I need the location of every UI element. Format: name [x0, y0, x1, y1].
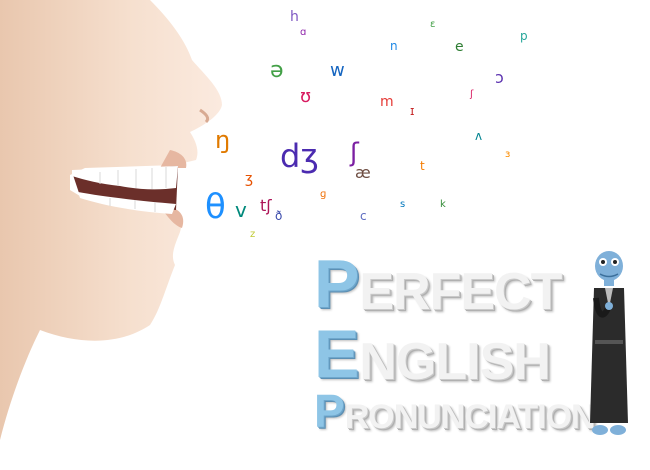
phonetic-symbol: n — [390, 39, 398, 53]
phonetic-symbol: tʃ — [260, 196, 272, 215]
logo-line-3: P RONUNCIATION — [314, 385, 596, 437]
phonetic-symbol: c — [360, 209, 367, 223]
phonetic-symbol: ɑ — [300, 27, 307, 38]
phonetic-symbol: s — [400, 199, 406, 210]
phonetic-symbol: θ — [205, 187, 226, 227]
phonetic-symbol: ŋ — [215, 126, 231, 154]
phonetic-symbol: e — [455, 39, 464, 55]
phonetic-symbol: æ — [355, 163, 371, 182]
phonetic-symbol: ʊ — [300, 86, 312, 107]
logo-line-2-initial: E — [314, 316, 360, 392]
logo-line-1-initial: P — [314, 246, 360, 322]
phonetic-symbol: p — [520, 29, 528, 43]
phonetic-symbol: dʒ — [280, 137, 319, 175]
phonetic-symbol: t — [420, 159, 425, 173]
phonetic-symbol: ɔ — [495, 68, 504, 87]
logo-line-2-rest: NGLISH — [359, 333, 550, 391]
phonetic-symbol: ɛ — [430, 19, 436, 30]
phonetic-symbol: ɡ — [320, 189, 327, 200]
phonetic-symbol: ɜ — [505, 149, 511, 160]
logo-line-1-rest: ERFECT — [359, 263, 562, 321]
phonetic-symbol: k — [440, 199, 446, 210]
face-profile-illustration — [0, 0, 222, 440]
phonetic-symbol: m — [380, 94, 394, 110]
phonetic-symbol: ʃ — [470, 89, 474, 100]
phonetic-symbol: ʃ — [350, 138, 359, 168]
phonetic-symbol: ʌ — [475, 129, 483, 143]
phonetic-symbol: h — [290, 9, 299, 25]
logo-line-3-initial: P — [314, 385, 345, 437]
phonetic-symbol: ə — [270, 58, 284, 83]
phonetic-symbol: z — [250, 229, 256, 240]
phonetic-symbol: v — [235, 198, 247, 222]
phonetic-symbol: ɪ — [410, 104, 415, 118]
perfect-english-pronunciation-logo: P ERFECT E NGLISH P RONUNCIATION — [314, 246, 596, 448]
phonetic-symbol: w — [330, 60, 345, 81]
logo-line-1: P ERFECT — [314, 246, 562, 322]
lizard-mascot — [590, 251, 628, 435]
logo-line-2: E NGLISH — [314, 316, 551, 392]
phonetic-symbol: ð — [275, 209, 283, 223]
logo-line-3-rest: RONUNCIATION — [344, 398, 596, 436]
phonetic-symbol: ʒ — [245, 171, 254, 187]
